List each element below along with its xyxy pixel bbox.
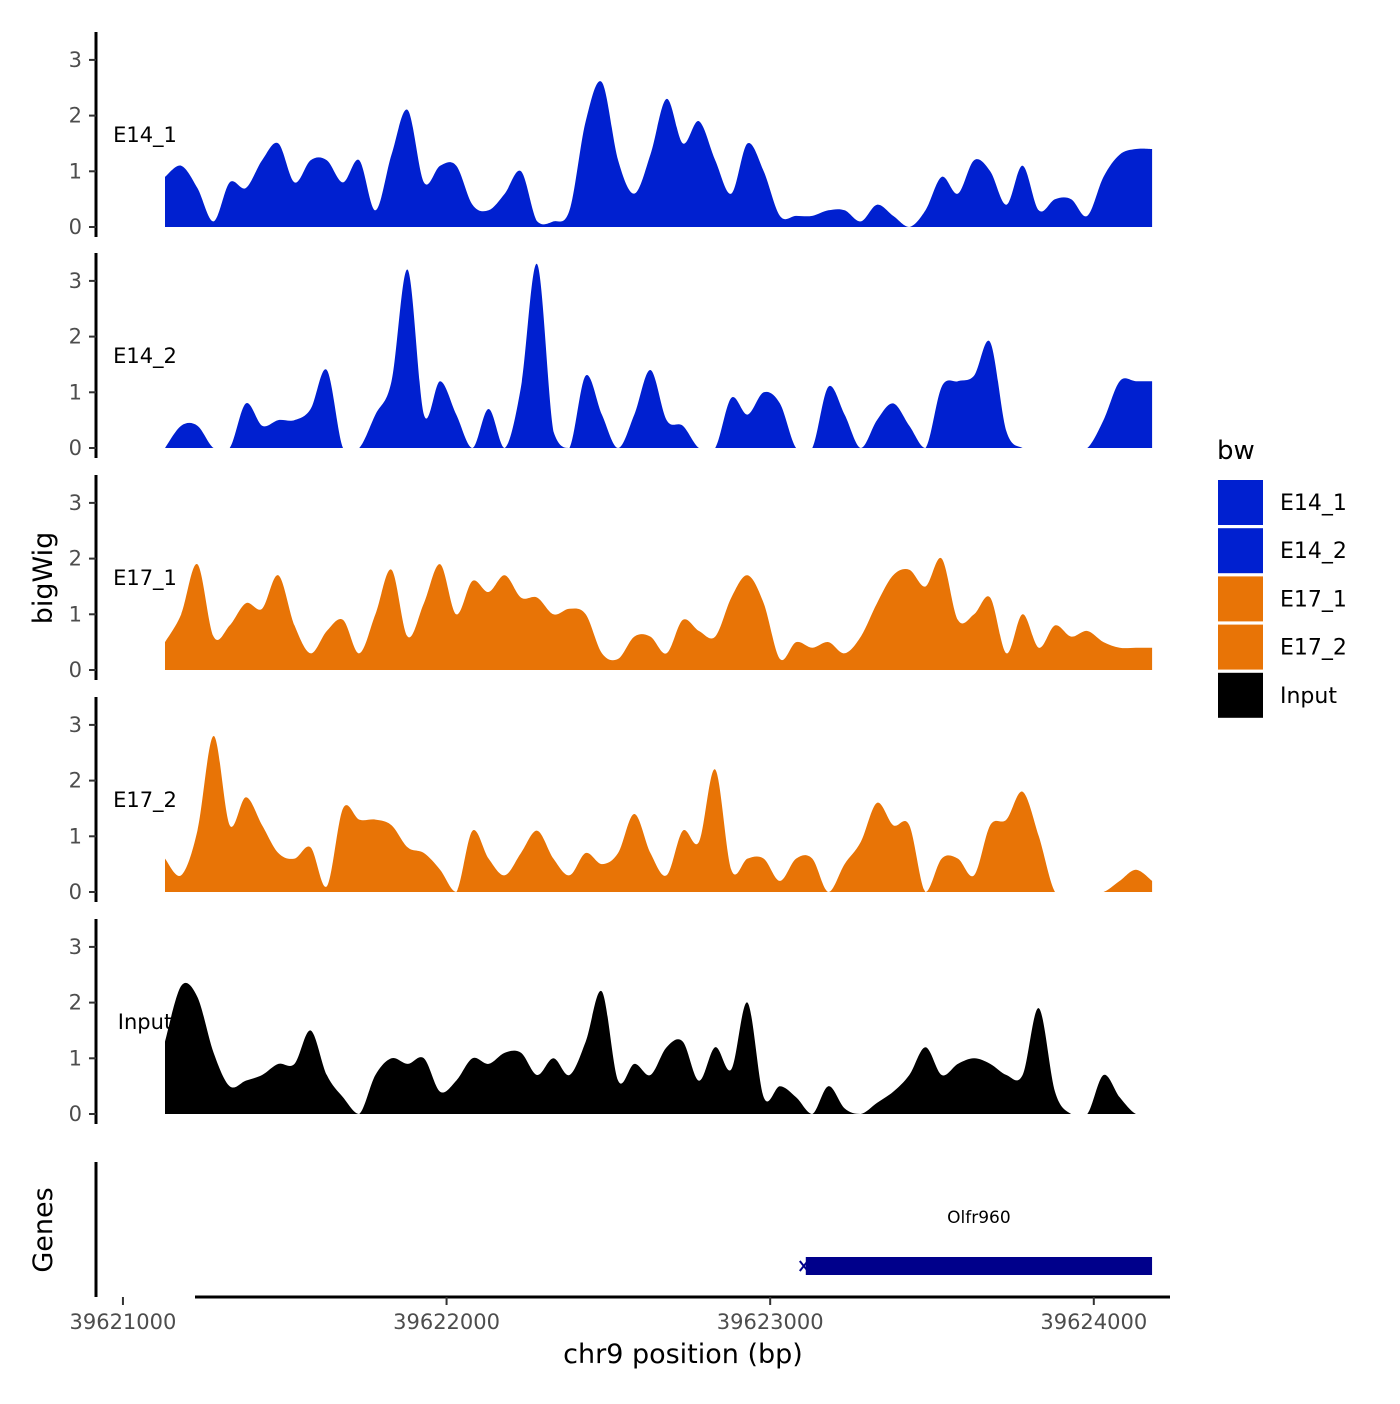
y-tick-label: 1: [69, 1046, 82, 1070]
y-tick-label: 3: [69, 48, 82, 72]
track-label: E17_2: [113, 788, 177, 813]
legend-swatch: [1218, 576, 1263, 622]
legend-item-Input: Input: [1218, 672, 1337, 718]
gene-body: [805, 1257, 1153, 1275]
legend-swatch: [1218, 480, 1263, 525]
y-tick-label: 1: [69, 602, 82, 626]
signal-area-E17_2: [165, 735, 1153, 892]
legend-label: E17_2: [1280, 636, 1347, 661]
y-tick-label: 0: [69, 658, 82, 682]
legend-swatch: [1218, 624, 1263, 670]
legend-item-E17_2: E17_2: [1218, 624, 1347, 670]
gene-label: Olfr960: [947, 1208, 1011, 1228]
y-tick-label: 3: [69, 491, 82, 515]
legend-item-E14_1: E14_1: [1218, 480, 1347, 525]
signal-area-E14_1: [165, 81, 1153, 227]
x-tick-label: 39622000: [393, 1310, 500, 1334]
track-E14_2: 0 1 2 3 E14_2: [69, 253, 1153, 460]
x-tick-label: 39623000: [717, 1310, 824, 1334]
legend-swatch: [1218, 528, 1263, 574]
legend-label: E14_1: [1280, 491, 1347, 516]
y-tick-label: 3: [69, 935, 82, 959]
y-tick-label: 1: [69, 159, 82, 183]
x-axis-title: chr9 position (bp): [563, 1339, 803, 1370]
y-tick-label: 0: [69, 215, 82, 239]
signal-area-E17_1: [165, 557, 1153, 670]
bigwig-tracks: 0 1 2 3 E14_1 0 1 2 3 E14_2 0 1 2 3 E17_1 0 1 2 3 E17_2 0 1 2 3…: [69, 32, 1153, 1126]
y-tick-label: 0: [69, 880, 82, 904]
legend: bw E14_1 E14_2 E17_1 E17_2 Input: [1217, 436, 1347, 718]
track-E17_2: 0 1 2 3 E17_2: [69, 697, 1153, 904]
y-tick-label: 0: [69, 436, 82, 460]
track-label: E17_1: [113, 566, 177, 591]
y-tick-label: 2: [69, 769, 82, 793]
legend-label: E17_1: [1280, 587, 1347, 612]
y-tick-label: 3: [69, 269, 82, 293]
x-tick-label: 39621000: [69, 1310, 176, 1334]
gene-panel: Olfr960: [94, 1162, 1153, 1297]
y-tick-label: 3: [69, 713, 82, 737]
x-tick-label: 39624000: [1040, 1310, 1147, 1334]
y-tick-label: 2: [69, 104, 82, 128]
y-tick-label: 1: [69, 380, 82, 404]
track-E17_1: 0 1 2 3 E17_1: [69, 475, 1153, 682]
track-label: E14_1: [113, 123, 177, 148]
legend-label: Input: [1280, 684, 1337, 709]
x-axis: 39621000 39622000 39623000 39624000: [69, 1295, 1170, 1334]
y-tick-label: 1: [69, 824, 82, 848]
track-E14_1: 0 1 2 3 E14_1: [69, 32, 1153, 239]
genes-axis-title: Genes: [28, 1187, 59, 1272]
track-label: Input: [118, 1010, 172, 1034]
signal-area-E14_2: [165, 263, 1153, 448]
legend-label: E14_2: [1280, 539, 1347, 564]
legend-item-E17_1: E17_1: [1218, 576, 1347, 622]
y-tick-label: 2: [69, 325, 82, 349]
legend-title: bw: [1217, 436, 1255, 466]
gene-strand-mark: [799, 1260, 809, 1272]
legend-swatch: [1218, 672, 1263, 718]
track-label: E14_2: [113, 344, 177, 369]
signal-area-Input: [165, 982, 1153, 1114]
track-Input: 0 1 2 3 Input: [69, 919, 1153, 1126]
legend-item-E14_2: E14_2: [1218, 528, 1347, 574]
y-axis-title: bigWig: [28, 532, 59, 625]
y-tick-label: 2: [69, 991, 82, 1015]
y-tick-label: 0: [69, 1102, 82, 1126]
y-tick-label: 2: [69, 547, 82, 571]
gene-Olfr960: Olfr960: [799, 1208, 1153, 1275]
